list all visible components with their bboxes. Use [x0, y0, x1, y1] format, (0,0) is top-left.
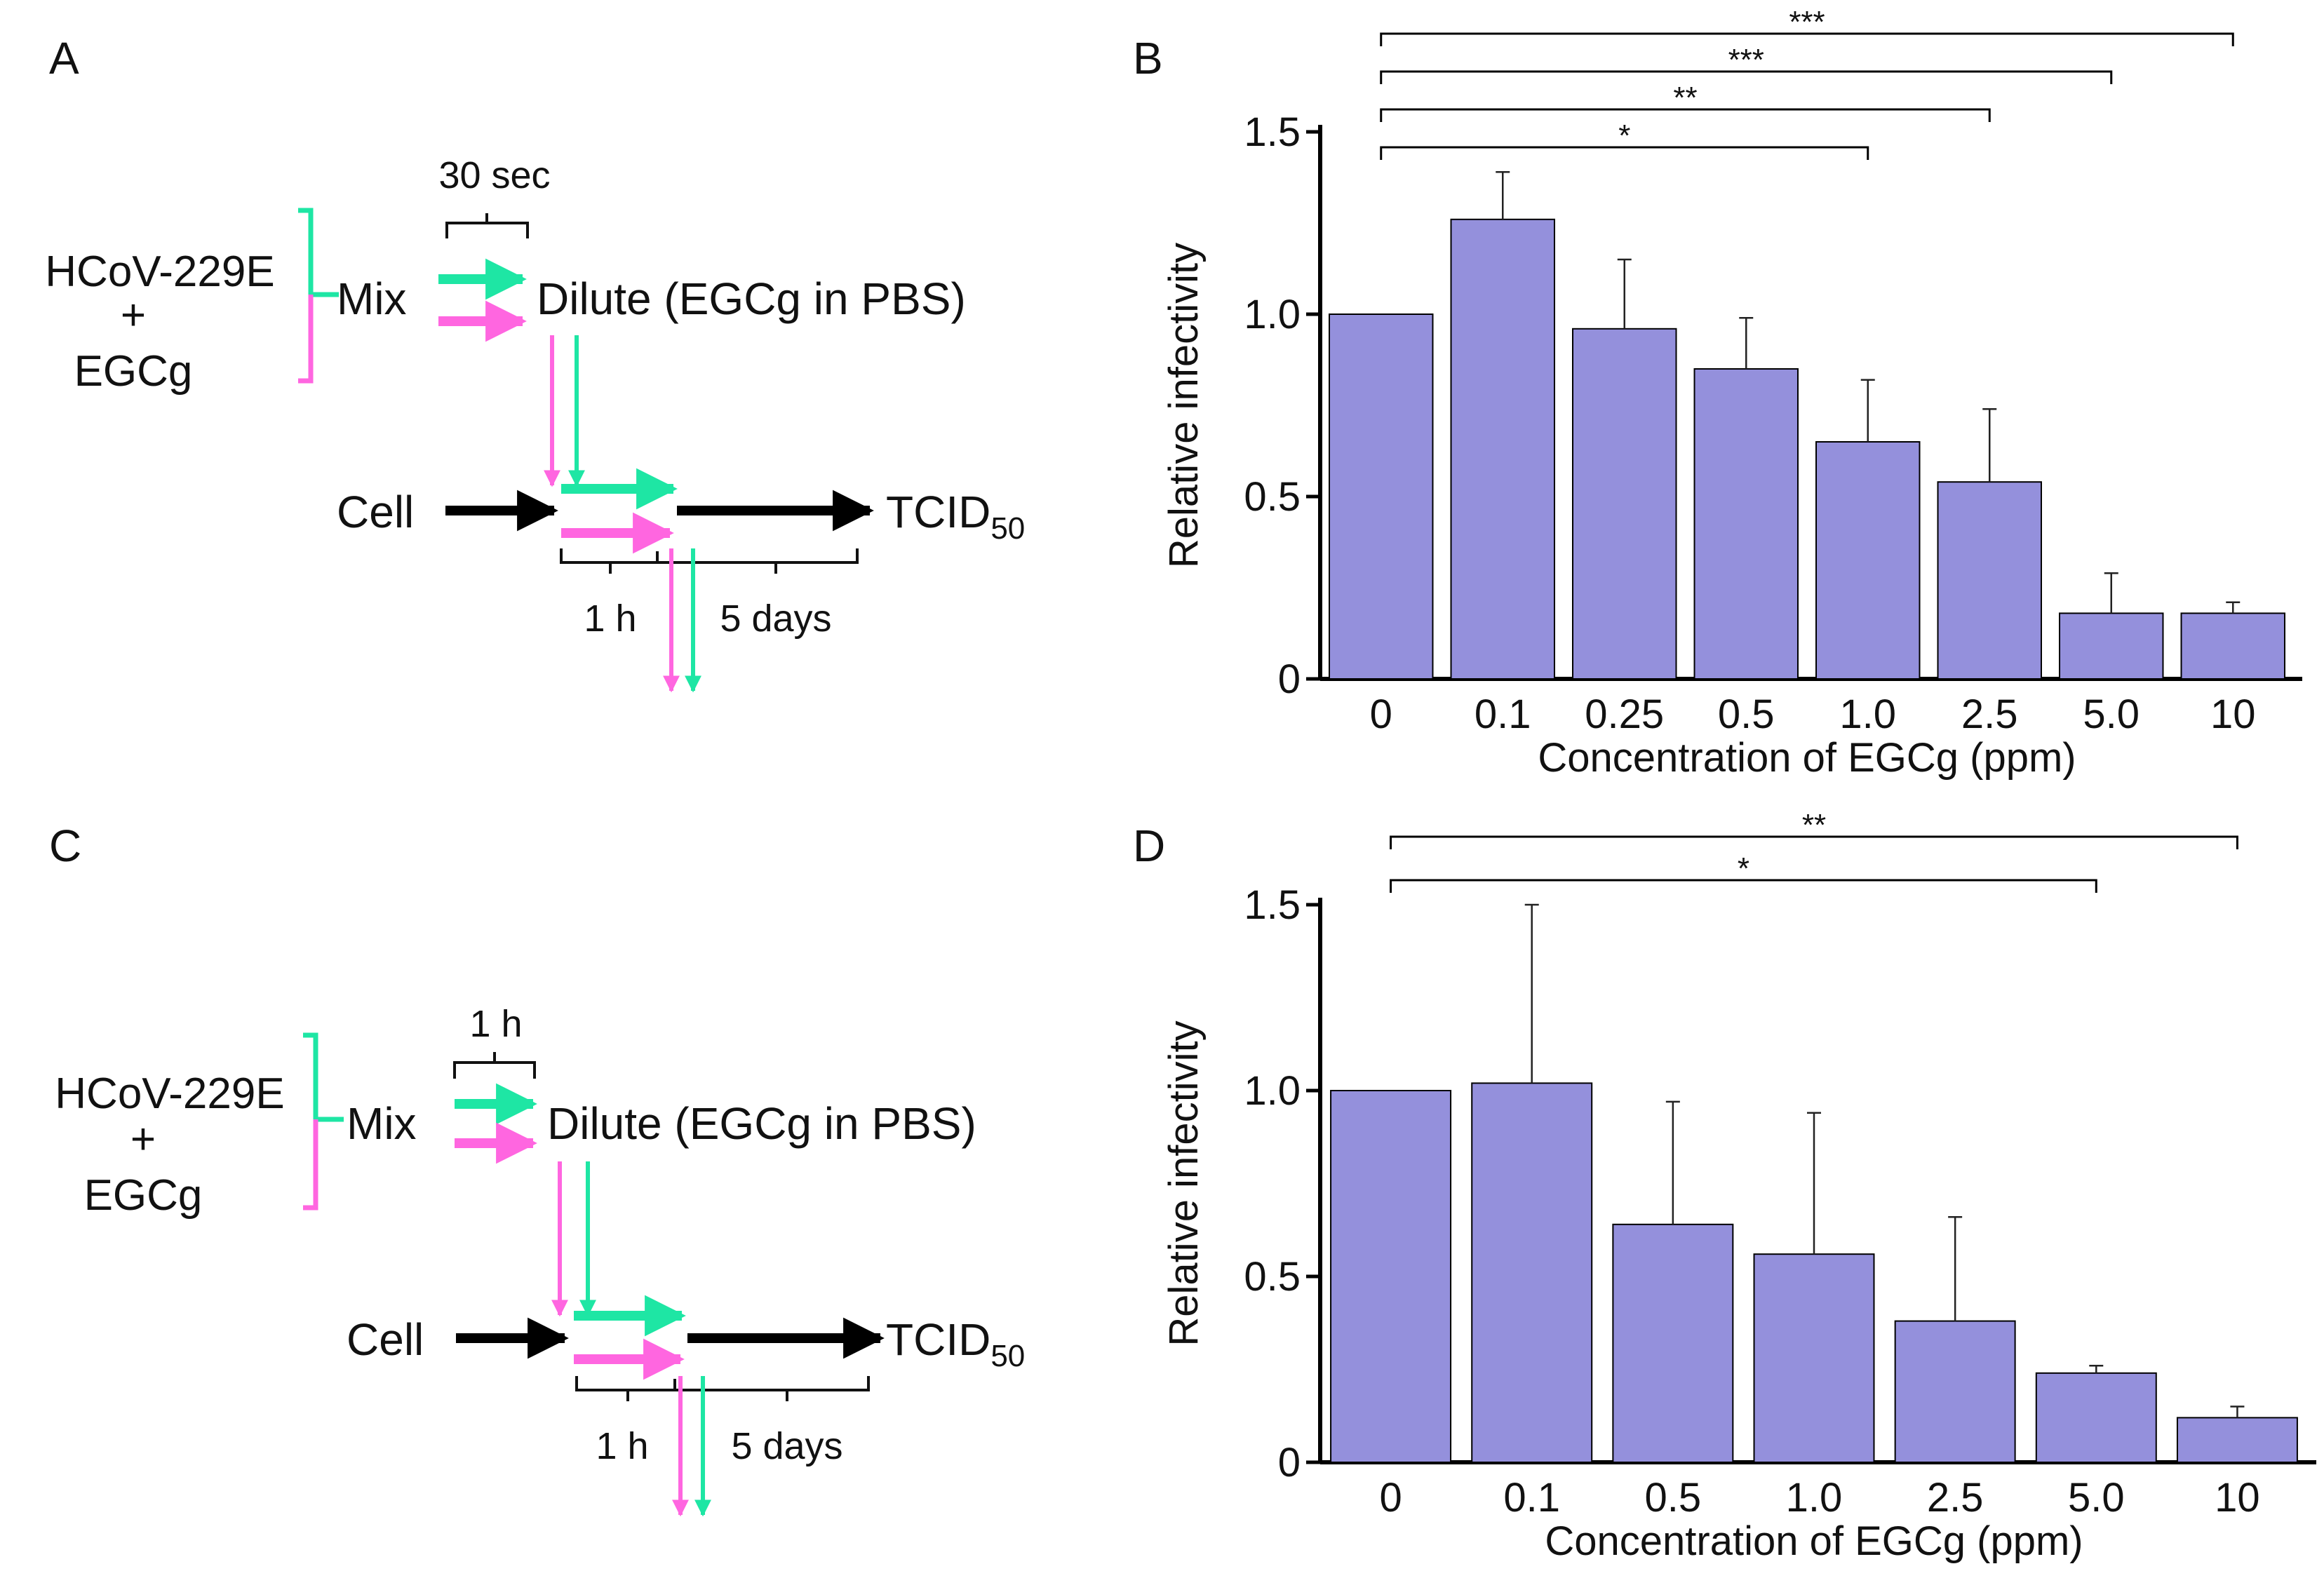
bar [1329, 313, 1434, 680]
virus-bracket [298, 208, 339, 297]
mix-label: Mix [337, 274, 407, 324]
x-tick-label: 0.25 [1585, 692, 1664, 737]
bar [2180, 612, 2285, 680]
bar [1894, 1320, 2016, 1463]
time-label: 30 sec [438, 154, 550, 196]
dilute-label: Dilute (EGCg in PBS) [537, 274, 966, 324]
significance-bracket [1390, 835, 2238, 849]
time-brace [453, 1052, 536, 1079]
cell-label: Cell [347, 1314, 424, 1365]
virus-label: HCoV-229E [55, 1070, 284, 1118]
y-tick-label: 0.5 [1244, 474, 1301, 520]
plus-label: + [130, 1115, 156, 1164]
panel-c: C HCoV-229E + EGCg Mix 1 h Dilute (EGCg … [49, 821, 1025, 1517]
bar [1450, 218, 1555, 680]
virus-label: HCoV-229E [45, 248, 274, 296]
bar [1815, 441, 1921, 680]
bar [2059, 612, 2164, 680]
tcid-label: TCID50 [886, 1314, 1025, 1373]
x-tick-label: 5.0 [2068, 1475, 2125, 1521]
bar [1612, 1223, 1734, 1464]
bar [1753, 1253, 1875, 1463]
panel-b-letter: B [1133, 33, 1163, 83]
x-tick-label: 2.5 [1927, 1475, 1984, 1521]
x-tick-label: 1.0 [1839, 692, 1896, 737]
cell-label: Cell [337, 487, 414, 537]
y-tick-label: 1.5 [1244, 882, 1301, 928]
compound-bracket [303, 1119, 318, 1211]
time-label: 1 h [469, 1003, 522, 1045]
y-tick-label: 1.0 [1244, 1068, 1301, 1114]
compound-bracket [298, 295, 314, 384]
y-axis-title: Relative infectivity [1161, 1020, 1207, 1346]
tcid-label: TCID50 [886, 487, 1025, 546]
timeline-bracket [575, 1376, 870, 1401]
virus-bracket [303, 1032, 344, 1122]
x-tick-label: 0.1 [1503, 1475, 1560, 1521]
y-tick-label: 0 [1278, 656, 1301, 702]
x-tick-label: 0 [1370, 692, 1392, 737]
x-tick-label: 0.1 [1475, 692, 1531, 737]
significance-bracket [1380, 32, 2234, 46]
panel-b-chart: B 0 0.5 1.0 1.5 0 0.1 0.25 0.5 1.0 2.5 5.0 10 Concen… [1133, 5, 2302, 781]
incubation-label: 1 h [584, 598, 636, 640]
x-axis-title: Concentration of EGCg (ppm) [1545, 1518, 2083, 1564]
panel-a: A HCoV-229E + EGCg Mix 30 sec Dilute (EG… [45, 33, 1025, 693]
bar [1937, 481, 2042, 680]
y-tick-label: 0.5 [1244, 1254, 1301, 1300]
x-axis-title: Concentration of EGCg (ppm) [1538, 735, 2076, 781]
bar [2176, 1417, 2298, 1464]
significance-bracket [1390, 879, 2097, 893]
x-tick-label: 0.5 [1645, 1475, 1702, 1521]
x-tick-label: 10 [2215, 1475, 2260, 1521]
y-axis-title: Relative infectivity [1161, 243, 1207, 568]
significance-bracket [1380, 108, 1991, 122]
tcid-subscript: 50 [990, 1339, 1025, 1373]
compound-label: EGCg [84, 1171, 203, 1220]
compound-label: EGCg [74, 347, 193, 396]
bar [2035, 1372, 2157, 1464]
panel-d-chart: D 0 0.5 1.0 1.5 0 0.1 0.5 1.0 2.5 5.0 10 Concentrat… [1133, 808, 2316, 1564]
y-tick-label: 1.0 [1244, 292, 1301, 337]
dilute-label: Dilute (EGCg in PBS) [547, 1098, 976, 1149]
tcid-subscript: 50 [990, 511, 1025, 546]
panel-a-letter: A [49, 33, 79, 83]
plus-label: + [121, 291, 146, 339]
x-tick-label: 1.0 [1786, 1475, 1843, 1521]
significance-label: ** [1673, 81, 1697, 115]
y-tick-label: 0 [1278, 1440, 1301, 1485]
bar [1693, 368, 1799, 680]
bar [1572, 328, 1677, 680]
bar [1330, 1090, 1452, 1463]
bar [1471, 1082, 1593, 1463]
significance-label: * [1738, 851, 1749, 886]
y-tick-label: 1.5 [1244, 109, 1301, 155]
culture-label: 5 days [720, 598, 831, 640]
timeline-bracket [560, 548, 859, 574]
significance-bracket [1380, 146, 1869, 160]
significance-label: *** [1728, 43, 1764, 77]
x-tick-label: 0.5 [1718, 692, 1775, 737]
panel-c-letter: C [49, 821, 81, 871]
x-tick-label: 5.0 [2083, 692, 2140, 737]
significance-bracket [1380, 70, 2113, 84]
x-tick-label: 0 [1379, 1475, 1402, 1521]
significance-label: *** [1789, 5, 1825, 39]
x-tick-label: 2.5 [1961, 692, 2018, 737]
incubation-label: 1 h [596, 1425, 648, 1467]
mix-label: Mix [347, 1098, 417, 1149]
significance-label: * [1618, 119, 1630, 153]
significance-label: ** [1802, 808, 1826, 842]
culture-label: 5 days [731, 1425, 842, 1467]
time-brace [445, 213, 529, 238]
panel-d-letter: D [1133, 821, 1165, 871]
x-tick-label: 10 [2210, 692, 2256, 737]
